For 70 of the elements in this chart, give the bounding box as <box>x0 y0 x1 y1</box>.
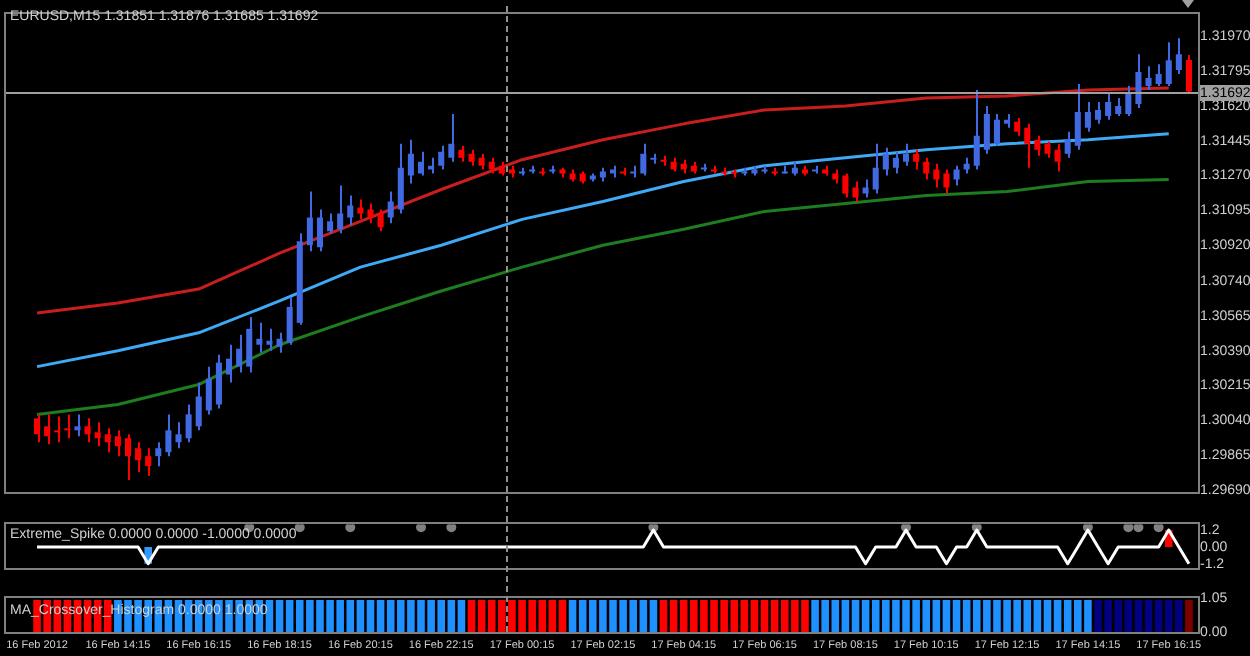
candlestick <box>1034 134 1041 157</box>
candlestick <box>135 441 142 474</box>
candlestick <box>195 381 202 432</box>
candlestick <box>953 164 960 187</box>
candlestick <box>155 441 162 468</box>
candlestick <box>993 112 1000 147</box>
candlestick <box>347 194 354 227</box>
candlestick <box>175 421 182 450</box>
candlestick <box>407 138 414 185</box>
candlestick <box>44 413 51 446</box>
candlestick <box>913 148 920 171</box>
candlestick <box>872 142 879 195</box>
candlestick <box>1165 41 1172 88</box>
candlestick <box>226 343 233 384</box>
candlestick <box>306 190 313 253</box>
candlestick <box>145 447 152 478</box>
candlestick <box>286 295 293 346</box>
candlestick <box>54 415 61 444</box>
candlestick <box>124 433 132 482</box>
candlestick <box>1135 53 1142 109</box>
candlestick <box>34 413 41 444</box>
candlestick <box>640 142 647 177</box>
candlestick <box>983 104 990 155</box>
candlestick <box>1024 122 1031 169</box>
candlestick <box>94 421 101 448</box>
candlestick <box>104 427 111 454</box>
candlestick <box>1125 85 1132 117</box>
candlestick <box>943 168 950 195</box>
candlestick <box>114 429 121 458</box>
candlestick <box>84 417 91 444</box>
candlestick <box>1175 37 1182 76</box>
candlestick <box>316 208 324 253</box>
candlestick <box>882 146 889 177</box>
candlestick <box>1064 130 1071 159</box>
candlestick <box>205 365 212 416</box>
candlestick <box>276 331 283 354</box>
candlestick <box>357 198 364 221</box>
candlestick <box>377 208 384 233</box>
candlestick <box>1105 91 1112 121</box>
candlestick <box>236 333 243 374</box>
candlestick <box>1054 142 1061 173</box>
candlestick <box>973 89 980 171</box>
candlestick <box>256 321 263 354</box>
candlestick <box>1094 100 1102 125</box>
candlestick <box>266 327 273 352</box>
candlestick <box>387 190 394 225</box>
candlestick <box>842 172 849 199</box>
candlestick <box>165 413 172 458</box>
candlestick <box>903 142 910 167</box>
candlestick <box>1155 63 1162 88</box>
candlestick <box>933 162 940 189</box>
candlestick <box>1185 54 1192 95</box>
candlestick <box>1145 65 1152 92</box>
candlestick <box>327 212 334 235</box>
candlestick <box>892 150 899 175</box>
candlestick <box>337 184 344 235</box>
candlestick <box>417 150 425 177</box>
candlestick <box>397 142 404 215</box>
candlestick <box>1074 83 1081 151</box>
candlestick <box>215 353 222 410</box>
candlestick <box>923 156 930 181</box>
candlestick <box>438 144 445 171</box>
candlestick <box>246 315 253 374</box>
candlestick <box>64 413 71 440</box>
candlestick <box>74 413 81 438</box>
candlestick <box>367 202 374 225</box>
candlestick <box>1084 100 1091 133</box>
candlestick <box>852 180 859 203</box>
candlestick <box>448 112 455 163</box>
candlestick <box>185 403 192 444</box>
